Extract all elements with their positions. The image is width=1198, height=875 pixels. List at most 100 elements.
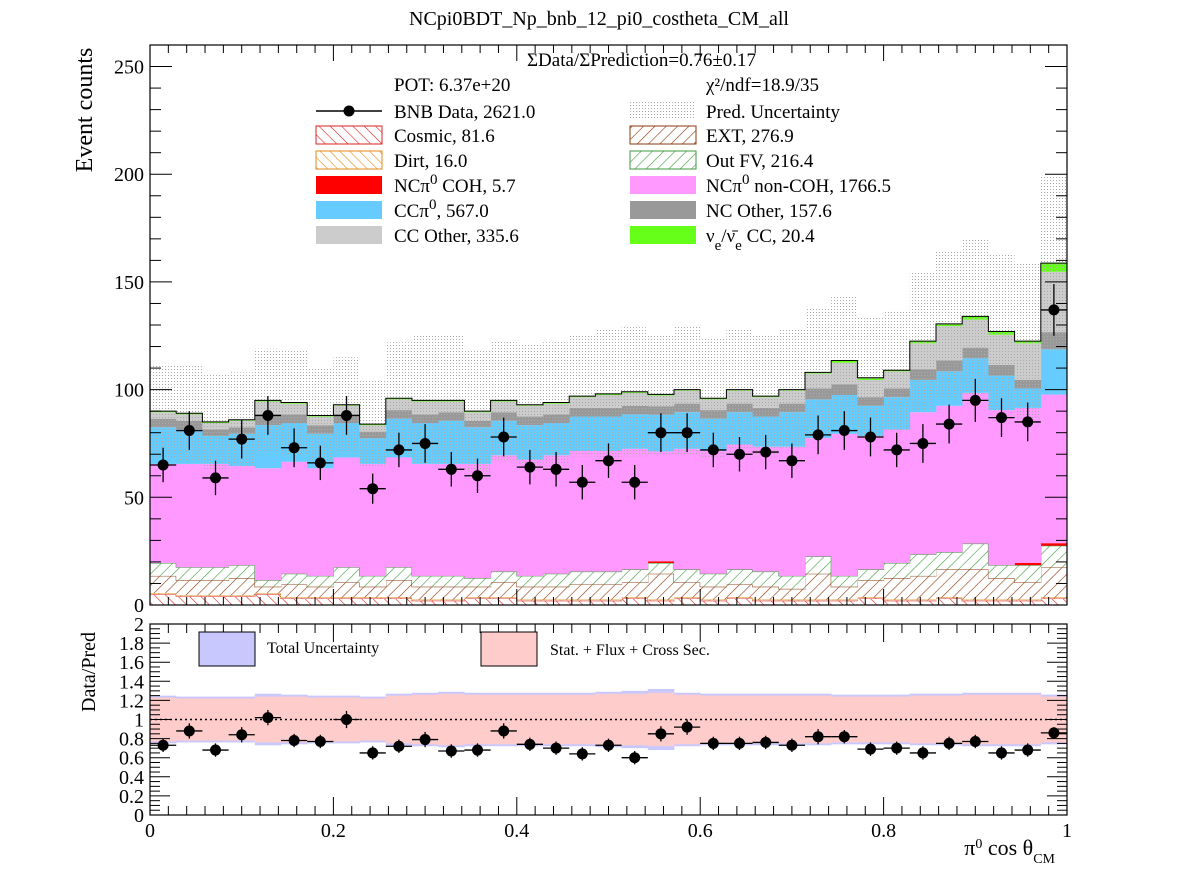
data-point-4 xyxy=(254,396,281,435)
bar-out-fv-30 xyxy=(936,552,963,570)
bar-ext-22 xyxy=(726,584,753,598)
bar-ext-3 xyxy=(228,578,256,596)
bar-dirt-11 xyxy=(438,599,465,601)
bar-out-fv-15 xyxy=(543,573,570,587)
legend-entry-cosmic: Cosmic, 81.6 xyxy=(315,125,495,147)
ratio-y-tick-label-9: 1.8 xyxy=(119,633,144,655)
ratio-point-26 xyxy=(831,730,858,744)
bar-out-fv-3 xyxy=(228,565,256,579)
ratio-point-17 xyxy=(595,738,622,752)
bar-dirt-26 xyxy=(831,599,858,601)
bar-ext-14 xyxy=(516,586,544,600)
bar-dirt-15 xyxy=(543,599,570,601)
stat-unc-bin-17 xyxy=(595,693,622,746)
bar-ext-19 xyxy=(647,573,675,600)
ratio-point-13 xyxy=(490,723,517,739)
svg-text:Pred. Uncertainty: Pred. Uncertainty xyxy=(706,102,841,123)
legend-entry-data: BNB Data, 2621.0 xyxy=(316,102,535,123)
ratio-point-14 xyxy=(516,737,543,752)
ratio-point-0 xyxy=(150,738,177,752)
y-tick-label-50: 50 xyxy=(124,487,144,509)
data-point-5 xyxy=(281,428,308,468)
bar-out-fv-21 xyxy=(700,573,727,587)
bar-ext-28 xyxy=(883,578,911,600)
ratio-y-tick-label-0: 0 xyxy=(134,805,144,827)
stat-unc-bin-33 xyxy=(1014,694,1042,745)
bar-nc-0-non-coh-34 xyxy=(1040,394,1068,544)
ratio-point-23 xyxy=(752,735,779,750)
ratio-point-20 xyxy=(674,719,701,735)
stat-unc-bin-9 xyxy=(385,695,413,744)
data-point-29 xyxy=(909,424,936,463)
bar-cosmic-28 xyxy=(883,600,911,605)
bar-out-fv-18 xyxy=(621,569,649,583)
bar-cosmic-13 xyxy=(490,598,518,605)
bar-out-fv-16 xyxy=(569,571,596,585)
bar-out-fv-31 xyxy=(962,543,989,570)
data-point-2 xyxy=(202,460,229,496)
bar-out-fv-4 xyxy=(254,580,282,587)
bar-out-fv-25 xyxy=(805,556,832,574)
bar-dirt-27 xyxy=(857,597,884,599)
bar-dirt-19 xyxy=(647,599,675,601)
data-point-30 xyxy=(936,404,963,444)
bar-cosmic-16 xyxy=(569,600,596,605)
ratio-y-tick-label-3: 0.6 xyxy=(119,748,144,770)
y-tick-label-200: 200 xyxy=(114,164,144,186)
x-axis-label: π0 cos θCM xyxy=(964,835,1055,867)
bar-out-fv-27 xyxy=(857,569,884,581)
bar-out-fv-32 xyxy=(988,565,1015,579)
x-tick-label-2: 0.4 xyxy=(504,820,529,842)
bar-out-fv-13 xyxy=(490,571,518,583)
bar-nc-0-non-coh-10 xyxy=(412,463,439,576)
bar-nc-0-non-coh-20 xyxy=(674,448,701,570)
stat-unc-bin-21 xyxy=(700,695,727,744)
ratio-y-tick-label-8: 1.6 xyxy=(119,652,144,674)
data-point-6 xyxy=(307,445,334,481)
bar-cosmic-4 xyxy=(254,594,282,605)
ratio-point-16 xyxy=(569,747,596,761)
bar-out-fv-22 xyxy=(726,569,753,585)
y-tick-label-100: 100 xyxy=(114,380,144,402)
bottom-axes: 00.20.40.60.811.21.41.61.820 0.2 0.4 0.6 0.8… xyxy=(119,614,1072,842)
ratio-point-6 xyxy=(307,734,334,749)
bar-cosmic-20 xyxy=(674,598,701,605)
data-point-14 xyxy=(516,449,543,485)
bar-ext-16 xyxy=(569,584,596,600)
bar-nc-0-non-coh-26 xyxy=(831,433,858,576)
bar-ext-30 xyxy=(936,569,963,598)
data-point-15 xyxy=(543,452,570,487)
bar-ext-34 xyxy=(1040,567,1068,598)
ratio-point-32 xyxy=(988,746,1015,760)
svg-text:Stat. + Flux + Cross Sec.: Stat. + Flux + Cross Sec. xyxy=(550,642,710,659)
ratio-point-1 xyxy=(176,723,203,739)
bar-out-fv-2 xyxy=(202,567,229,581)
bar-ext-4 xyxy=(254,586,282,594)
legend-entry-pred-uncertainty: Pred. Uncertainty xyxy=(630,101,841,123)
bar-dirt-13 xyxy=(490,597,518,599)
prediction-outline xyxy=(150,262,1067,425)
bar-cosmic-8 xyxy=(359,598,387,605)
bar-out-fv-6 xyxy=(307,575,334,587)
bar-dirt-21 xyxy=(700,599,727,601)
bar-dirt-29 xyxy=(909,599,937,601)
bar-out-fv-26 xyxy=(831,575,858,587)
svg-text:EXT, 276.9: EXT, 276.9 xyxy=(706,126,794,147)
bar-nc-0-non-coh-7 xyxy=(333,457,360,568)
chi2-annotation: χ²/ndf=18.9/35 xyxy=(705,75,819,96)
data-point-23 xyxy=(752,434,779,470)
pot-annotation: POT: 6.37e+20 xyxy=(394,75,510,96)
data-point-19 xyxy=(647,413,674,453)
data-point-24 xyxy=(778,443,805,478)
bar-out-fv-34 xyxy=(1040,545,1068,568)
bar-nc-0-non-coh-3 xyxy=(228,466,256,566)
data-point-25 xyxy=(805,415,832,455)
ratio-points xyxy=(150,709,1067,765)
legend-entry-total-uncertainty: Total Uncertainty xyxy=(198,631,379,667)
bar-cosmic-0 xyxy=(150,594,177,605)
bar-dirt-6 xyxy=(307,597,334,599)
ratio-point-9 xyxy=(385,739,412,753)
data-point-12 xyxy=(464,458,491,493)
bar-ext-7 xyxy=(333,582,360,598)
x-tick-label-1: 0.2 xyxy=(321,820,346,842)
